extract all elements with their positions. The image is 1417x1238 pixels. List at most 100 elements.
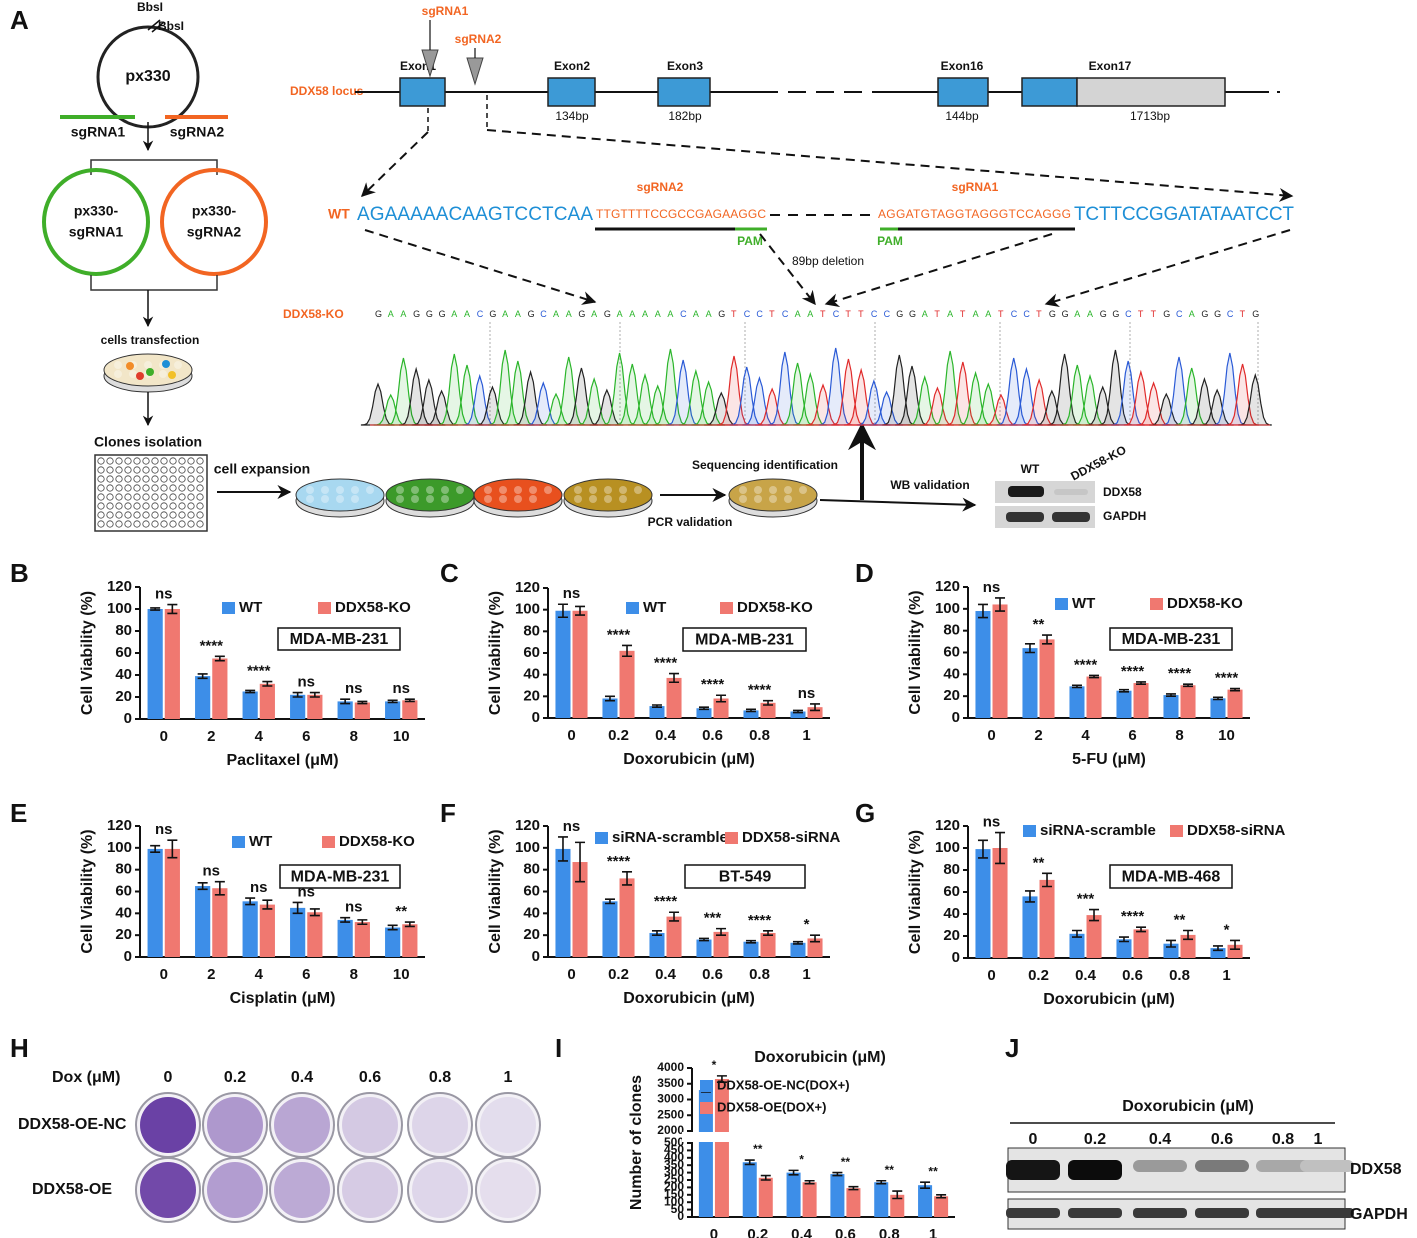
label: 1 bbox=[504, 1069, 513, 1086]
error-bar bbox=[292, 901, 303, 915]
label: DDX58 bbox=[1103, 485, 1142, 499]
label: sgRNA1 bbox=[71, 124, 126, 140]
label: WT bbox=[239, 599, 262, 616]
x-tick-label: 4 bbox=[255, 728, 264, 745]
base: A bbox=[629, 309, 635, 319]
base: C bbox=[833, 309, 840, 319]
colony bbox=[426, 495, 434, 503]
dish bbox=[295, 478, 385, 512]
base: A bbox=[693, 309, 699, 319]
line bbox=[486, 129, 1294, 202]
well bbox=[187, 475, 195, 483]
label: 182bp bbox=[668, 109, 702, 123]
colony bbox=[604, 486, 612, 494]
colony bbox=[366, 486, 374, 494]
well bbox=[106, 520, 114, 528]
bar bbox=[290, 907, 306, 957]
well bbox=[106, 484, 114, 492]
well bbox=[196, 484, 204, 492]
label: 0.4 bbox=[1149, 1131, 1171, 1148]
well bbox=[124, 475, 132, 483]
label: sgRNA2 bbox=[455, 32, 502, 46]
bar bbox=[307, 912, 323, 957]
colony bbox=[396, 486, 404, 494]
bar bbox=[743, 941, 759, 957]
line bbox=[1044, 229, 1291, 308]
label: E bbox=[10, 798, 27, 828]
label: *** bbox=[1077, 891, 1095, 908]
label: ns bbox=[345, 899, 363, 916]
well bbox=[178, 466, 186, 474]
label: 0.2 bbox=[224, 1069, 246, 1086]
x-tick-label: 2 bbox=[207, 728, 215, 745]
error-bar bbox=[604, 695, 615, 702]
band bbox=[1054, 489, 1088, 495]
label: Number of clones bbox=[628, 1075, 645, 1210]
line bbox=[819, 497, 977, 512]
plate bbox=[94, 454, 208, 532]
error-bar bbox=[1089, 908, 1100, 922]
label: Paclitaxel (μM) bbox=[226, 752, 338, 769]
error-bar bbox=[575, 605, 586, 616]
y-tick-label: 0 bbox=[952, 949, 960, 966]
well bbox=[115, 475, 123, 483]
well bbox=[337, 1157, 403, 1223]
label: Doxorubicin (μM) bbox=[1043, 991, 1175, 1008]
well bbox=[178, 484, 186, 492]
y-tick-label: 60 bbox=[115, 644, 132, 661]
error-bar bbox=[1071, 684, 1082, 689]
band bbox=[1133, 1208, 1187, 1218]
well bbox=[187, 457, 195, 465]
base: G bbox=[426, 309, 433, 319]
colony bbox=[544, 486, 552, 494]
legend-swatch bbox=[1023, 825, 1036, 837]
well bbox=[106, 466, 114, 474]
label: WT bbox=[328, 206, 350, 222]
well bbox=[97, 493, 105, 501]
error-bar bbox=[150, 607, 161, 611]
label: WB validation bbox=[890, 478, 969, 492]
base: A bbox=[642, 309, 648, 319]
bar bbox=[259, 904, 275, 957]
well bbox=[178, 493, 186, 501]
colony bbox=[336, 495, 344, 503]
error-bar bbox=[357, 919, 368, 926]
base: G bbox=[718, 309, 725, 319]
label: MDA-MB-231 bbox=[290, 631, 389, 648]
label: WT bbox=[1072, 595, 1095, 612]
y-tick-label: 80 bbox=[115, 622, 132, 639]
y-tick-label: 80 bbox=[523, 861, 540, 878]
base: T bbox=[820, 309, 826, 319]
colony bbox=[769, 495, 777, 503]
bar bbox=[1086, 915, 1102, 958]
colony bbox=[634, 486, 642, 494]
y-tick-label: 60 bbox=[523, 644, 540, 661]
base: G bbox=[528, 309, 535, 319]
well bbox=[97, 466, 105, 474]
error-bar bbox=[669, 672, 680, 684]
bar bbox=[696, 939, 712, 957]
inset-box bbox=[682, 627, 807, 652]
well bbox=[169, 457, 177, 465]
error-bar bbox=[557, 603, 568, 619]
legend-swatch bbox=[1055, 598, 1068, 610]
well bbox=[151, 457, 159, 465]
well bbox=[97, 520, 105, 528]
label: Exon3 bbox=[667, 59, 703, 73]
base: A bbox=[566, 309, 572, 319]
base: A bbox=[947, 309, 953, 319]
bar bbox=[555, 848, 571, 957]
bar bbox=[602, 901, 618, 957]
base: G bbox=[909, 309, 916, 319]
dish bbox=[473, 478, 563, 512]
x-tick-label: 0 bbox=[710, 1226, 718, 1238]
well bbox=[142, 520, 150, 528]
label: DDX58 locus bbox=[290, 84, 364, 98]
well bbox=[160, 457, 168, 465]
bar bbox=[698, 1090, 713, 1217]
label: **** bbox=[701, 676, 725, 693]
error-bar bbox=[977, 839, 988, 859]
bar bbox=[602, 698, 618, 718]
y-tick-label: 500 bbox=[664, 1135, 684, 1149]
